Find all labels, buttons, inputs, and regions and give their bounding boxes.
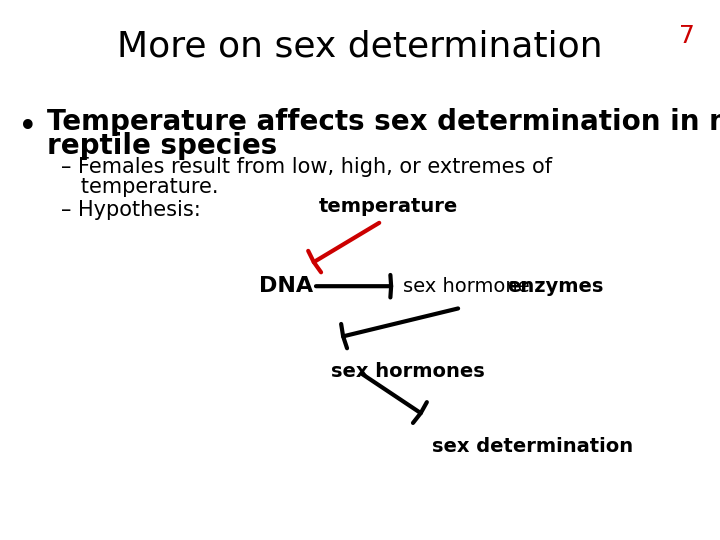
Text: sex hormones: sex hormones: [331, 362, 485, 381]
Text: •: •: [18, 111, 37, 144]
Text: enzymes: enzymes: [508, 276, 604, 296]
Text: Temperature affects sex determination in many: Temperature affects sex determination in…: [47, 108, 720, 136]
Text: sex hormone: sex hormone: [403, 276, 536, 296]
Text: – Females result from low, high, or extremes of: – Females result from low, high, or extr…: [61, 157, 552, 177]
Text: 7: 7: [679, 24, 695, 48]
Text: temperature.: temperature.: [61, 177, 219, 197]
Text: temperature: temperature: [319, 197, 459, 216]
Text: reptile species: reptile species: [47, 132, 277, 160]
Text: sex determination: sex determination: [432, 437, 633, 456]
Text: DNA: DNA: [259, 276, 313, 296]
Text: More on sex determination: More on sex determination: [117, 30, 603, 64]
Text: – Hypothesis:: – Hypothesis:: [61, 200, 201, 220]
